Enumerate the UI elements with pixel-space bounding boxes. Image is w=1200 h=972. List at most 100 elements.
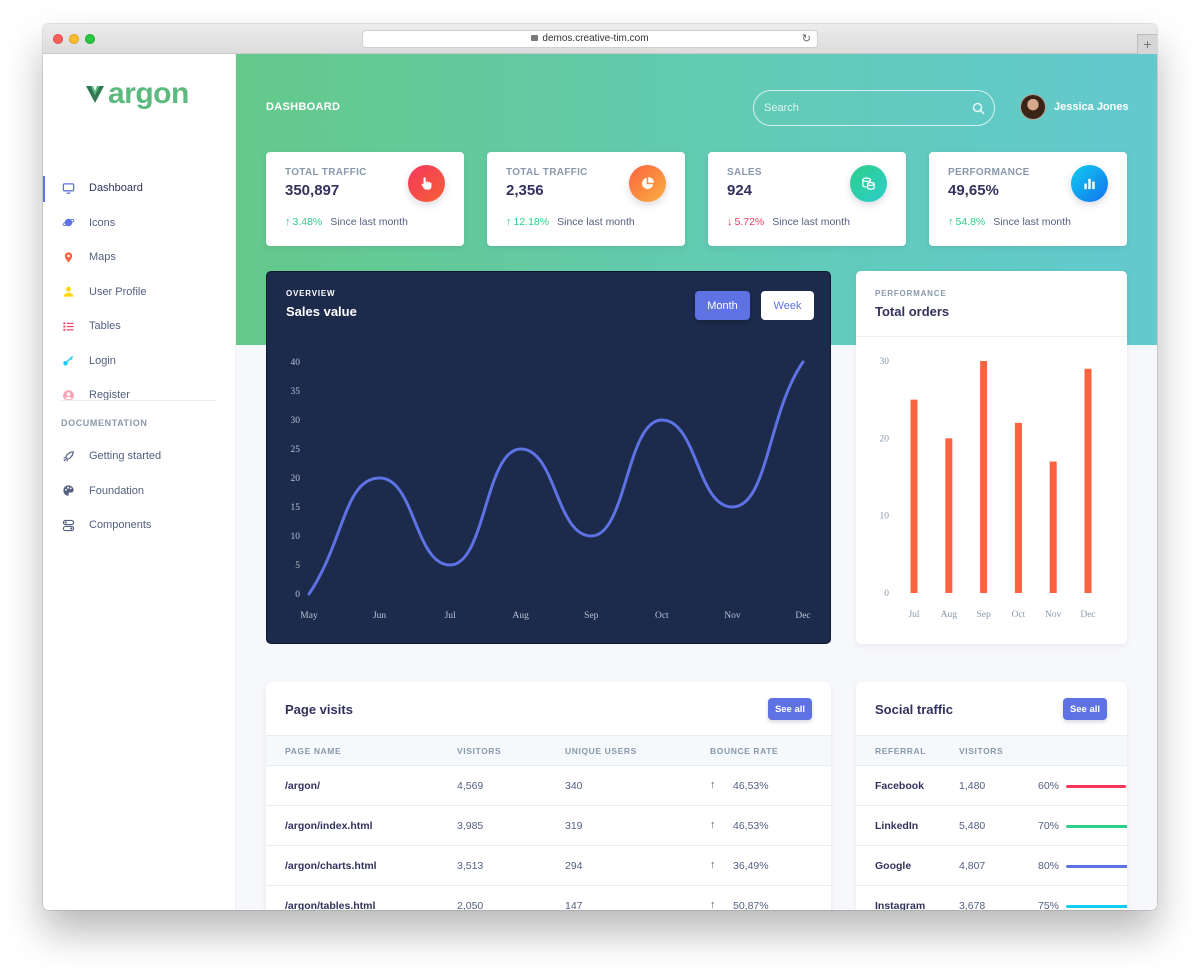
search-placeholder: Search bbox=[764, 102, 799, 114]
stat-caption: Since last month bbox=[557, 216, 635, 228]
sidebar-item-getting-started[interactable]: Getting started bbox=[43, 444, 236, 468]
progress-bar bbox=[1066, 905, 1127, 908]
close-window-button[interactable] bbox=[53, 34, 63, 44]
sidebar-item-label: Getting started bbox=[89, 450, 162, 462]
reload-icon[interactable]: ↻ bbox=[801, 33, 811, 45]
sidebar-item-icons[interactable]: Icons bbox=[43, 211, 236, 235]
logo-wordmark: argon bbox=[108, 77, 189, 110]
table-row[interactable]: Facebook 1,480 60% bbox=[856, 766, 1127, 806]
user-menu[interactable]: Jessica Jones bbox=[1020, 92, 1129, 122]
visitors-cell: 3,678 bbox=[959, 900, 986, 910]
circle-user-icon bbox=[61, 388, 75, 402]
sales-value-title: Sales value bbox=[286, 304, 357, 319]
total-orders-card: PERFORMANCE Total orders 0 10 20 30 Jul Aug Se… bbox=[856, 271, 1127, 644]
sidebar-item-dashboard[interactable]: Dashboard bbox=[43, 176, 236, 202]
table-row[interactable]: /argon/tables.html 2,050 147 ↑ 50,87% bbox=[266, 886, 831, 910]
percent-cell: 60% bbox=[1038, 780, 1060, 792]
visitors-cell: 1,480 bbox=[959, 780, 986, 792]
table-row[interactable]: /argon/4,569 340 ↑ 46,53% bbox=[266, 766, 831, 806]
x-tick-label: May bbox=[300, 611, 318, 621]
sidebar-item-components[interactable]: Components bbox=[43, 513, 236, 537]
column-header[interactable]: UNIQUE USERS bbox=[565, 746, 637, 756]
total-orders-title: Total orders bbox=[875, 304, 950, 319]
sidebar-item-tables[interactable]: Tables bbox=[43, 314, 236, 338]
y-tick-label: 10 bbox=[880, 512, 890, 522]
search-input[interactable]: Search bbox=[753, 90, 995, 126]
page-name-cell: /argon/charts.html bbox=[285, 860, 377, 872]
sidebar-item-user-profile[interactable]: User Profile bbox=[43, 280, 236, 304]
stat-delta-value: 54.8% bbox=[955, 216, 986, 228]
column-header[interactable]: REFERRAL bbox=[875, 746, 927, 756]
y-tick-label: 40 bbox=[291, 358, 301, 368]
stat-title: SALES bbox=[727, 167, 762, 178]
column-header[interactable]: PAGE NAME bbox=[285, 746, 342, 756]
minimize-window-button[interactable] bbox=[69, 34, 79, 44]
page-name-cell: /argon/tables.html bbox=[285, 900, 376, 910]
x-tick-label: Dec bbox=[795, 611, 810, 621]
y-tick-label: 10 bbox=[291, 532, 301, 542]
week-toggle-button[interactable]: Week bbox=[761, 291, 814, 320]
table-row[interactable]: LinkedIn 5,480 70% bbox=[856, 806, 1127, 846]
x-tick-label: Dec bbox=[1080, 610, 1095, 620]
unique-users-cell: 147 bbox=[565, 900, 583, 910]
bar bbox=[910, 399, 918, 593]
stat-value: 2,356 bbox=[506, 182, 544, 199]
x-tick-label: Jun bbox=[373, 611, 386, 621]
x-tick-label: Sep bbox=[976, 610, 991, 620]
total-orders-kicker: PERFORMANCE bbox=[875, 289, 947, 298]
brand-logo[interactable]: argon bbox=[85, 76, 189, 112]
visitors-cell: 2,050 bbox=[457, 900, 484, 910]
stat-title: TOTAL TRAFFIC bbox=[285, 167, 367, 178]
address-bar[interactable]: demos.creative-tim.com ↻ bbox=[362, 30, 818, 48]
arrow-up-icon: ↑ bbox=[710, 779, 716, 791]
stat-caption: Since last month bbox=[993, 216, 1071, 228]
column-header[interactable]: VISITORS bbox=[959, 746, 1004, 756]
maximize-window-button[interactable] bbox=[85, 34, 95, 44]
bar bbox=[980, 361, 988, 593]
page-name-cell: /argon/ bbox=[285, 780, 321, 792]
column-header[interactable]: VISITORS bbox=[457, 746, 502, 756]
search-icon[interactable] bbox=[972, 102, 985, 115]
stat-card: PERFORMANCE 49,65% ↑ 54.8% Since last month bbox=[929, 152, 1127, 246]
x-tick-label: Aug bbox=[941, 610, 958, 620]
stat-footer: ↑ 3.48% Since last month bbox=[285, 216, 408, 228]
x-tick-label: Jul bbox=[908, 610, 919, 620]
unique-users-cell: 294 bbox=[565, 860, 583, 872]
table-row[interactable]: /argon/index.html 3,985 319 ↑ 46,53% bbox=[266, 806, 831, 846]
visitors-cell: 5,480 bbox=[959, 820, 986, 832]
sidebar-item-maps[interactable]: Maps bbox=[43, 245, 236, 269]
page-name-cell: /argon/index.html bbox=[285, 820, 373, 832]
documentation-heading: DOCUMENTATION bbox=[61, 418, 148, 428]
stat-delta-value: 5.72% bbox=[734, 216, 765, 228]
spaceship-icon bbox=[61, 449, 75, 463]
table-row[interactable]: /argon/charts.html 3,513 294 ↑ 36,49% bbox=[266, 846, 831, 886]
social-traffic-title: Social traffic bbox=[875, 702, 954, 717]
bar bbox=[1014, 422, 1022, 593]
x-tick-label: Nov bbox=[1045, 610, 1062, 620]
month-toggle-button[interactable]: Month bbox=[695, 291, 750, 320]
page-visits-see-all-button[interactable]: See all bbox=[768, 698, 812, 720]
stat-footer: ↑ 12.18% Since last month bbox=[506, 216, 635, 228]
table-row[interactable]: Instagram 3,678 75% bbox=[856, 886, 1127, 910]
sidebar-item-register[interactable]: Register bbox=[43, 383, 236, 407]
card-divider bbox=[856, 336, 1127, 337]
stat-value: 49,65% bbox=[948, 182, 999, 199]
sales-value-chart: 0 5 10 15 20 25 30 35 40 May Jun Jul Aug Sep Oct Nov Dec bbox=[291, 358, 811, 621]
arrow-down-icon: ↑ bbox=[710, 819, 716, 831]
percent-cell: 75% bbox=[1038, 900, 1060, 910]
y-tick-label: 0 bbox=[295, 590, 300, 600]
sidebar-item-foundation[interactable]: Foundation bbox=[43, 479, 236, 503]
new-tab-button[interactable]: + bbox=[1137, 34, 1157, 54]
y-tick-label: 15 bbox=[291, 503, 301, 513]
sidebar-item-login[interactable]: Login bbox=[43, 349, 236, 373]
x-tick-label: Nov bbox=[724, 611, 741, 621]
y-tick-label: 30 bbox=[291, 416, 301, 426]
social-traffic-card: Social traffic See all REFERRAL VISITORS… bbox=[856, 682, 1127, 910]
sales-value-kicker: OVERVIEW bbox=[286, 289, 336, 298]
bounce-rate-cell: 46,53% bbox=[733, 780, 769, 792]
column-header[interactable]: BOUNCE RATE bbox=[710, 746, 779, 756]
sidebar-item-label: Components bbox=[89, 519, 152, 531]
social-traffic-see-all-button[interactable]: See all bbox=[1063, 698, 1107, 720]
table-row[interactable]: Google 4,807 80% bbox=[856, 846, 1127, 886]
y-tick-label: 0 bbox=[884, 589, 889, 599]
